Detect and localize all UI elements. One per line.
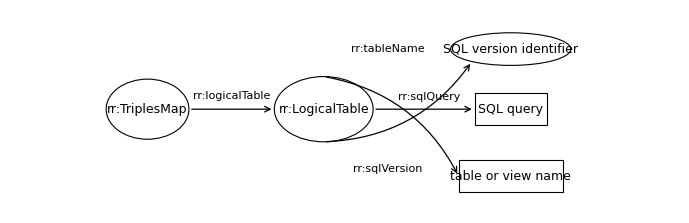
- Text: rr:TriplesMap: rr:TriplesMap: [107, 103, 188, 116]
- Text: table or view name: table or view name: [450, 170, 571, 183]
- Text: rr:sqlQuery: rr:sqlQuery: [398, 92, 460, 102]
- Text: rr:sqlVersion: rr:sqlVersion: [353, 164, 422, 174]
- Text: SQL version identifier: SQL version identifier: [443, 43, 578, 56]
- Text: SQL query: SQL query: [478, 103, 543, 116]
- Text: rr:logicalTable: rr:logicalTable: [193, 91, 270, 101]
- Text: rr:tableName: rr:tableName: [351, 44, 424, 54]
- Text: rr:LogicalTable: rr:LogicalTable: [278, 103, 369, 116]
